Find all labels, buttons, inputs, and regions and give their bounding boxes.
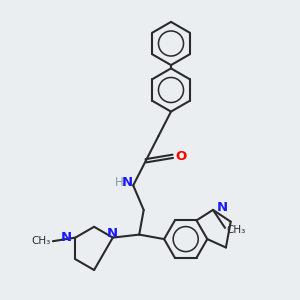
Text: CH₃: CH₃ xyxy=(31,236,50,246)
Text: N: N xyxy=(122,176,134,189)
Text: N: N xyxy=(107,226,118,240)
Text: H: H xyxy=(115,176,124,189)
Text: O: O xyxy=(175,150,186,163)
Text: N: N xyxy=(217,201,228,214)
Text: N: N xyxy=(61,231,72,244)
Text: CH₃: CH₃ xyxy=(226,225,246,235)
